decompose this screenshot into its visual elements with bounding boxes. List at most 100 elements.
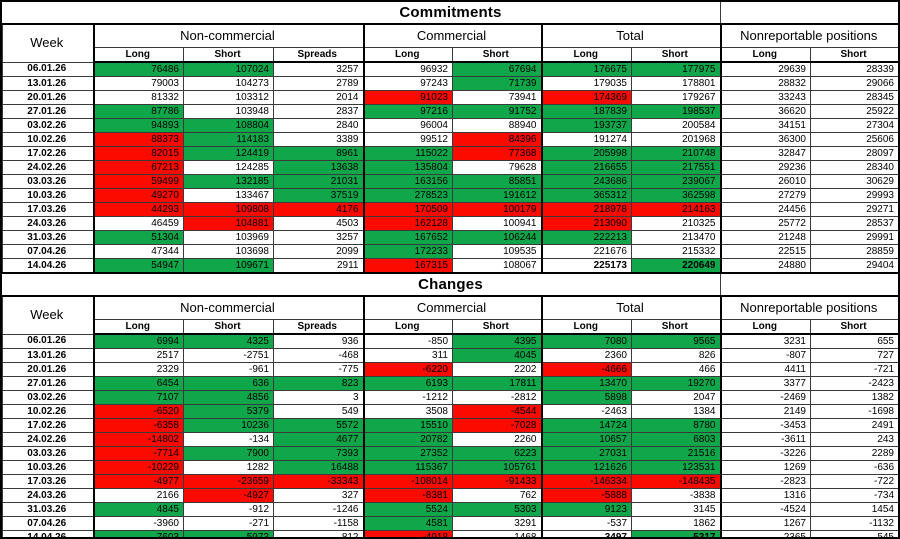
week-cell: 20.01.26 [2,362,94,377]
cell: 29993 [810,188,898,203]
cell: -271 [183,516,274,531]
week-cell: 13.01.26 [2,76,94,91]
table-row: 24.03.26 46459 104881 4503 162128 100941 21309… [2,216,898,231]
cell: 3508 [362,404,453,419]
cell: -7028 [452,418,542,433]
cell: 5898 [540,390,632,405]
cell: 213470 [631,230,721,245]
cell: 22515 [719,244,811,259]
week-cell: 24.03.26 [2,216,94,231]
cell: 1267 [719,516,811,531]
cell: 178801 [631,76,721,91]
cell: 6454 [92,376,184,391]
cell: 19270 [631,376,721,391]
cell: -10229 [92,460,184,475]
cell: -148435 [631,474,721,489]
group-header-noncommercial: Non-commercial [92,295,364,320]
cell: 210748 [631,146,721,161]
cell: 2149 [719,404,811,419]
group-header-nonreportable: Nonreportable positions [719,295,898,320]
table-row: 03.03.26 59499 132185 21031 163156 85851 24368… [2,174,898,189]
week-cell: 17.03.26 [2,474,94,489]
cell: -807 [719,348,811,363]
cell: 67694 [452,61,542,77]
cell: 7107 [92,390,184,405]
cell: -4666 [540,362,632,377]
cell: 311 [362,348,453,363]
col-header-t-short: Short [631,47,721,63]
week-cell: 03.02.26 [2,390,94,405]
cell: 14724 [540,418,632,433]
table-row: 10.03.26 49270 133467 37519 278523 191612 3653… [2,188,898,203]
cell: 6803 [631,432,721,447]
cell: -3226 [719,446,811,461]
week-cell: 17.02.26 [2,418,94,433]
cell: -6358 [92,418,184,433]
cell: 2360 [540,348,632,363]
cell: -33343 [273,474,364,489]
cell: -722 [810,474,898,489]
cell: 28345 [810,90,898,105]
cell: -1158 [273,516,364,531]
cell: -734 [810,488,898,503]
cell: 365312 [540,188,632,203]
cell: 4395 [452,333,542,349]
section-title: Commitments [399,4,502,21]
col-header-nr-short: Short [810,47,898,63]
cell: 7603 [92,530,184,537]
cell: 32847 [719,146,811,161]
cell: 4677 [273,432,364,447]
cell: -2751 [183,348,274,363]
cell: 162128 [362,216,453,231]
table-row: 13.01.26 79003 104273 2789 97243 71739 179035 1… [2,76,898,91]
cell: 3291 [452,516,542,531]
cell: 29404 [810,258,898,274]
table-row: 27.01.26 87786 103948 2837 97216 91752 187839 1… [2,104,898,119]
cell: -636 [810,460,898,475]
col-header-t-long: Long [540,47,632,63]
cell: -4977 [92,474,184,489]
cell: -3611 [719,432,811,447]
cell: 37519 [273,188,364,203]
cell: 2099 [273,244,364,259]
cell: 108067 [452,258,542,274]
cell: 15510 [362,418,453,433]
cell: -5888 [540,488,632,503]
cell: 104881 [183,216,274,231]
cell: 29991 [810,230,898,245]
cell: 21248 [719,230,811,245]
group-header-row: Week Non-commercial Commercial Total Non… [2,23,898,63]
week-cell: 03.02.26 [2,118,94,133]
cell: 6223 [452,446,542,461]
cell: -6520 [92,404,184,419]
cell: 278523 [362,188,453,203]
cell: 1382 [810,390,898,405]
week-cell: 31.03.26 [2,230,94,245]
table-row: 24.02.26 -14802 -134 4677 20782 2260 10657 6803… [2,432,898,447]
cell: 2014 [273,90,364,105]
cell: 193737 [540,118,632,133]
cell: 167652 [362,230,453,245]
cell: -2812 [452,390,542,405]
cell: -146334 [540,474,632,489]
title-spacer [720,274,898,297]
table-row: 03.02.26 94893 108804 2840 96004 88940 193737 2… [2,118,898,133]
cell: 5317 [631,530,721,537]
cell: 1269 [719,460,811,475]
cell: 30629 [810,174,898,189]
col-header-nc-long: Long [92,47,184,63]
cell: 36620 [719,104,811,119]
table-row: 07.04.26 -3960 -271 -1158 4581 3291 -537 1862 12… [2,516,898,531]
cell: 115022 [362,146,453,161]
cell: 121626 [540,460,632,475]
cell: 545 [810,530,898,537]
cell: -108014 [362,474,453,489]
cell: -4524 [719,502,811,517]
group-header-total: Total [540,23,721,48]
week-cell: 31.03.26 [2,502,94,517]
cell: 221676 [540,244,632,259]
cell: 191274 [540,132,632,147]
cell: 17811 [452,376,542,391]
cell: 3389 [273,132,364,147]
cell: 104273 [183,76,274,91]
